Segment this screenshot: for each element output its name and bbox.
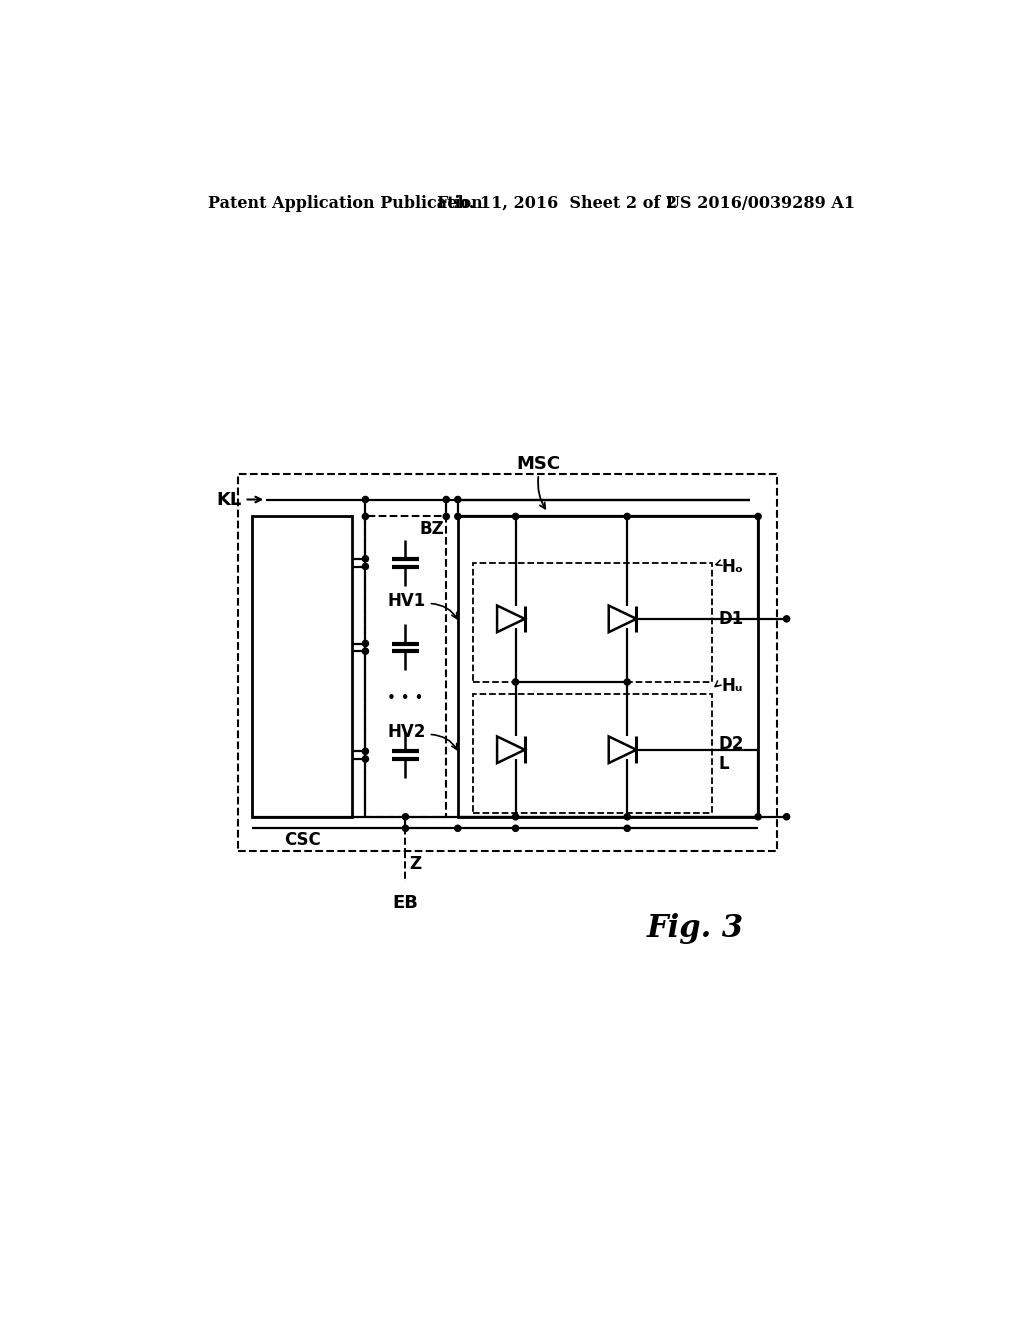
- Circle shape: [783, 615, 790, 622]
- Circle shape: [443, 513, 450, 520]
- Text: D2: D2: [718, 735, 743, 752]
- Text: Hₒ: Hₒ: [722, 557, 743, 576]
- Circle shape: [362, 640, 369, 647]
- Text: D1: D1: [718, 610, 743, 628]
- Circle shape: [402, 813, 409, 820]
- Text: MSC: MSC: [516, 454, 561, 473]
- Circle shape: [402, 825, 409, 832]
- Circle shape: [362, 748, 369, 755]
- Circle shape: [625, 513, 631, 520]
- Text: BZ: BZ: [420, 520, 444, 539]
- Circle shape: [362, 564, 369, 570]
- Text: Fig. 3: Fig. 3: [646, 913, 743, 944]
- Bar: [252, 516, 352, 817]
- Bar: [366, 516, 446, 817]
- Circle shape: [362, 756, 369, 762]
- Bar: [239, 474, 777, 851]
- Circle shape: [443, 496, 450, 503]
- Circle shape: [362, 496, 369, 503]
- Text: • • •: • • •: [387, 692, 424, 706]
- Bar: [473, 562, 712, 682]
- Text: Hᵤ: Hᵤ: [722, 677, 743, 694]
- Text: L: L: [718, 755, 729, 772]
- Circle shape: [512, 813, 518, 820]
- Circle shape: [755, 513, 761, 520]
- Bar: [473, 693, 712, 813]
- Circle shape: [755, 813, 761, 820]
- Circle shape: [455, 496, 461, 503]
- Text: Z: Z: [410, 855, 422, 874]
- Text: EB: EB: [392, 894, 419, 912]
- Text: CSC: CSC: [284, 830, 321, 849]
- Circle shape: [625, 678, 631, 685]
- Circle shape: [512, 513, 518, 520]
- Text: US 2016/0039289 A1: US 2016/0039289 A1: [666, 194, 855, 211]
- Text: HV2: HV2: [387, 723, 425, 741]
- Text: KL: KL: [216, 491, 242, 508]
- Circle shape: [512, 678, 518, 685]
- Circle shape: [362, 556, 369, 562]
- Circle shape: [362, 513, 369, 520]
- Circle shape: [362, 648, 369, 655]
- Circle shape: [512, 825, 518, 832]
- Circle shape: [455, 825, 461, 832]
- Circle shape: [625, 813, 631, 820]
- Circle shape: [455, 513, 461, 520]
- Text: Feb. 11, 2016  Sheet 2 of 2: Feb. 11, 2016 Sheet 2 of 2: [437, 194, 677, 211]
- Text: HV1: HV1: [387, 593, 425, 610]
- Text: Patent Application Publication: Patent Application Publication: [208, 194, 482, 211]
- Circle shape: [625, 825, 631, 832]
- Circle shape: [783, 813, 790, 820]
- Bar: [458, 516, 758, 817]
